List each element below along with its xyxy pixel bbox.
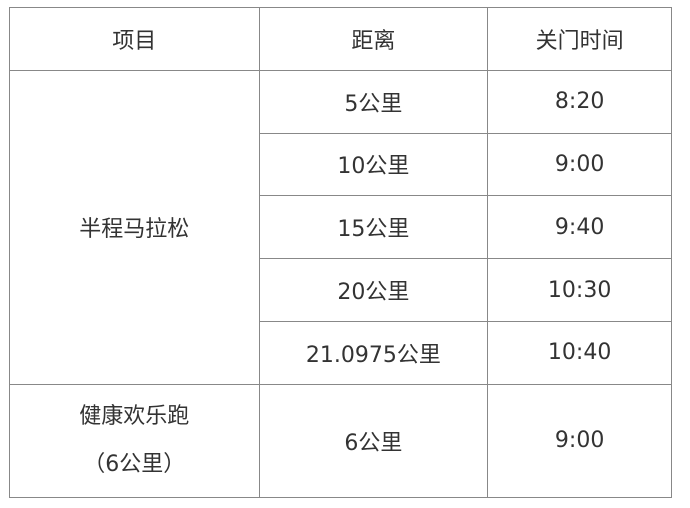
event-fun-run-name: 健康欢乐跑 [79, 403, 190, 429]
cutoff-time-table: 项目 距离 关门时间 半程马拉松 5公里 8:20 10公里 9:00 15公里… [9, 7, 672, 498]
header-row: 项目 距离 关门时间 [9, 7, 672, 71]
close-time-cell: 8:20 [487, 69, 672, 134]
table-row: 20公里 10:30 [10, 258, 672, 322]
event-half-marathon: 半程马拉松 [9, 69, 260, 385]
close-time-cell: 9:00 [487, 383, 672, 498]
table-row: 10公里 9:00 [10, 132, 672, 197]
event-fun-run: 健康欢乐跑 （6公里） [9, 383, 260, 498]
close-time-cell: 9:40 [487, 195, 672, 260]
header-close-time: 关门时间 [487, 7, 672, 71]
distance-cell: 15公里 [258, 195, 489, 260]
header-distance: 距离 [258, 7, 489, 71]
distance-cell: 6公里 [258, 383, 489, 498]
event-fun-run-distance-note: （6公里） [83, 451, 186, 477]
distance-cell: 10公里 [258, 132, 489, 197]
distance-cell: 20公里 [258, 258, 489, 322]
distance-cell: 21.0975公里 [258, 320, 489, 385]
close-time-cell: 9:00 [487, 132, 672, 197]
close-time-cell: 10:40 [487, 320, 672, 385]
table-row: 半程马拉松 5公里 8:20 [9, 69, 672, 385]
distance-cell: 5公里 [258, 69, 489, 134]
close-time-cell: 10:30 [487, 258, 672, 322]
header-event: 项目 [9, 7, 260, 71]
table-row: 健康欢乐跑 （6公里） 6公里 9:00 [9, 383, 672, 498]
